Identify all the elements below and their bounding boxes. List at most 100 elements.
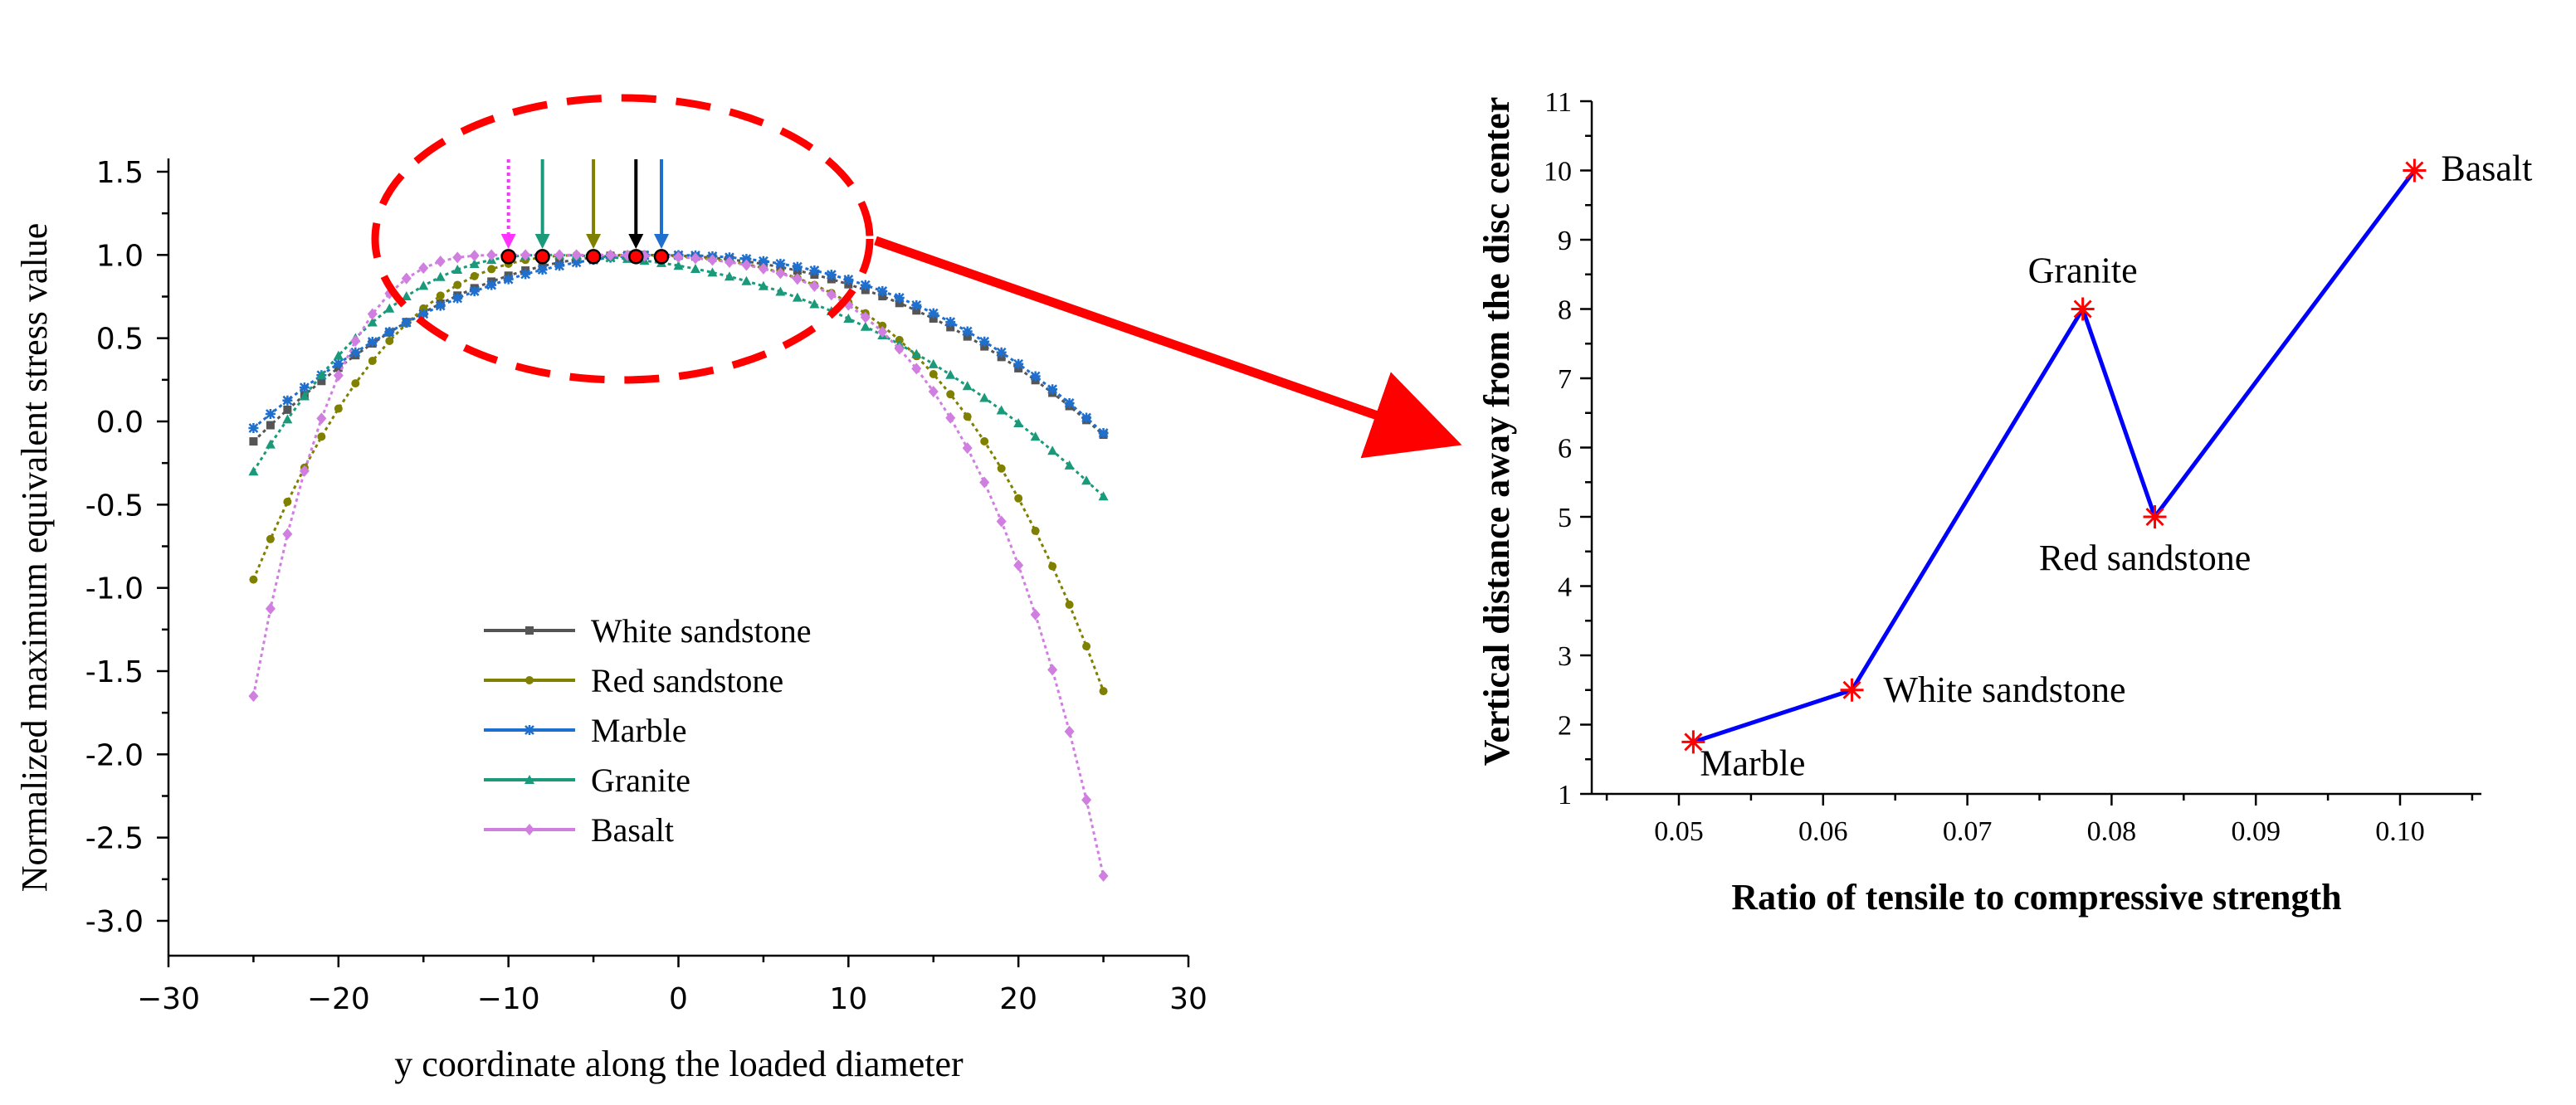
data-point — [401, 272, 412, 285]
data-point — [317, 432, 326, 441]
data-point — [826, 289, 837, 301]
data-point — [758, 280, 768, 290]
data-point — [401, 317, 412, 328]
data-point — [452, 293, 463, 304]
point-label: Granite — [2028, 251, 2138, 291]
legend-label: Granite — [591, 762, 690, 799]
x-tick-label: 0.06 — [1798, 816, 1848, 847]
data-point — [503, 274, 514, 285]
data-point — [724, 271, 734, 281]
data-point — [724, 256, 734, 269]
data-point — [860, 321, 871, 331]
data-point — [435, 271, 446, 281]
data-point — [524, 824, 534, 835]
data-point — [1081, 794, 1092, 806]
data-point — [673, 251, 684, 263]
data-point — [894, 293, 905, 304]
data-point — [860, 311, 871, 324]
y-tick-label: 5 — [1558, 503, 1572, 533]
data-point — [418, 262, 429, 275]
data-point — [741, 254, 752, 265]
data-point — [524, 775, 534, 784]
data-point — [911, 363, 922, 375]
data-point — [929, 369, 938, 378]
data-point — [266, 421, 275, 430]
data-point — [282, 414, 293, 424]
data-point — [571, 249, 582, 261]
data-point — [1840, 678, 1864, 702]
peak-dot — [653, 249, 670, 265]
data-point — [741, 275, 752, 285]
data-point — [775, 286, 786, 296]
y-tick-label: 2 — [1558, 711, 1572, 742]
x-tick-label: 0.08 — [2087, 816, 2137, 847]
data-point — [282, 528, 293, 540]
data-point — [843, 275, 854, 285]
data-point — [758, 256, 768, 266]
data-point — [452, 265, 463, 275]
y-tick-label: 0.0 — [96, 406, 144, 440]
data-point — [895, 299, 904, 308]
data-point — [299, 465, 310, 477]
data-point — [401, 291, 412, 301]
data-point — [350, 335, 361, 348]
data-point — [979, 476, 990, 489]
data-point — [605, 249, 616, 261]
peak-arrow-head — [500, 234, 516, 249]
data-point — [418, 280, 429, 290]
data-point — [1031, 526, 1040, 535]
point-label: Red sandstone — [2039, 538, 2251, 578]
data-point — [266, 534, 275, 543]
data-point — [249, 575, 258, 584]
data-point — [571, 257, 582, 268]
data-point — [1047, 664, 1058, 676]
data-point — [1047, 384, 1058, 395]
data-point — [946, 390, 955, 399]
data-point — [367, 317, 378, 327]
legend-label: Marble — [591, 712, 687, 749]
data-point — [520, 269, 531, 280]
point-label: White sandstone — [1884, 669, 2126, 710]
data-point — [283, 497, 292, 506]
data-point — [707, 254, 718, 266]
x-tick-label: 0 — [669, 982, 688, 1016]
right-x-axis-title: Ratio of tensile to compressive strength — [1731, 877, 2341, 918]
data-point — [996, 405, 1007, 415]
data-point — [809, 265, 820, 276]
data-point — [1098, 869, 1109, 882]
data-point — [333, 350, 344, 360]
data-point — [962, 381, 973, 391]
data-point — [878, 321, 887, 330]
data-point — [1048, 562, 1057, 571]
series-granite — [248, 250, 1109, 501]
x-tick-label: 0.10 — [2375, 816, 2425, 847]
data-point — [843, 314, 854, 324]
data-point — [792, 261, 803, 272]
data-point — [877, 285, 888, 296]
data-point — [690, 252, 700, 265]
data-point — [912, 306, 921, 315]
series-line — [252, 253, 1105, 435]
data-point — [1065, 600, 1074, 609]
data-point — [2143, 505, 2167, 528]
data-point — [877, 325, 888, 338]
data-point — [928, 358, 939, 368]
y-tick-label: -0.5 — [85, 489, 144, 523]
y-tick-label: -1.5 — [85, 655, 144, 689]
data-point — [1030, 371, 1041, 382]
data-point — [929, 314, 938, 323]
data-point — [946, 323, 955, 332]
y-tick-label: 3 — [1558, 641, 1572, 672]
data-point — [470, 271, 479, 280]
y-tick-label: -2.0 — [85, 738, 144, 772]
data-point — [436, 291, 445, 300]
y-tick-label: -1.0 — [85, 572, 144, 606]
series-line — [252, 253, 1105, 692]
data-point — [673, 260, 684, 270]
y-tick-label: 11 — [1544, 87, 1572, 118]
peak-dot — [534, 249, 550, 265]
data-point — [1064, 725, 1075, 737]
data-point — [248, 466, 259, 476]
data-point — [524, 725, 534, 735]
